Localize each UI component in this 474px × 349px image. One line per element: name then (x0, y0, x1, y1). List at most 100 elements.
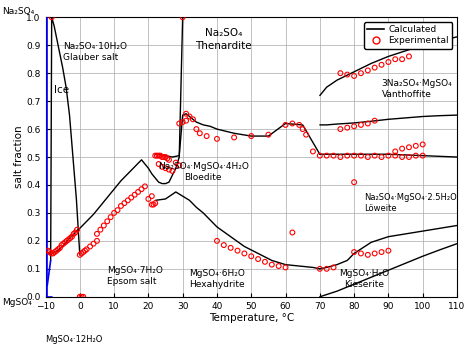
Point (392, 57, 399, 62)
Point (151, 153, 159, 158)
Point (371, 65, 378, 70)
Y-axis label: salt fraction: salt fraction (13, 126, 24, 188)
Point (58, 242, 65, 248)
Point (264, 132, 272, 138)
Point (309, 149, 317, 154)
Point (153, 153, 161, 158)
Point (186, 114, 193, 119)
Text: MgSO₄·12H₂O: MgSO₄·12H₂O (46, 334, 103, 343)
Point (337, 126, 344, 132)
Point (175, 121, 183, 126)
Text: 3Na₂SO₄·MgSO₄
Vanthoffite: 3Na₂SO₄·MgSO₄ Vanthoffite (382, 79, 452, 99)
Point (117, 203, 125, 209)
Point (49, 251, 57, 256)
Point (93, 238, 101, 244)
Point (169, 168, 176, 174)
Point (134, 189, 142, 195)
Point (151, 200, 159, 206)
Point (114, 207, 121, 213)
Point (350, 73, 358, 79)
Point (282, 122, 289, 128)
Point (344, 125, 351, 131)
Point (350, 124, 358, 129)
Point (255, 256, 262, 262)
Point (364, 121, 372, 126)
Point (128, 195, 135, 200)
Point (60, 241, 67, 246)
Point (247, 133, 255, 139)
Point (86, 244, 94, 249)
Point (80, 294, 87, 299)
Point (344, 72, 351, 77)
Point (162, 165, 169, 171)
Text: Na₂SO₄·MgSO₄·4H₂O
Bloedite: Na₂SO₄·MgSO₄·4H₂O Bloedite (158, 162, 249, 183)
Point (182, 111, 190, 117)
Point (378, 249, 385, 255)
Point (110, 210, 118, 216)
Point (299, 126, 307, 132)
Point (51, 249, 59, 255)
Point (196, 131, 204, 136)
Point (398, 146, 406, 151)
X-axis label: Temperature, °C: Temperature, °C (209, 313, 294, 324)
Point (323, 266, 330, 272)
Point (150, 202, 157, 207)
Point (405, 54, 413, 59)
Point (72, 230, 79, 235)
Point (357, 251, 365, 256)
Point (90, 241, 97, 246)
Point (182, 118, 190, 124)
Point (155, 153, 163, 158)
Point (97, 227, 104, 232)
Text: Na₂SO₄·10H₂O
Glauber salt: Na₂SO₄·10H₂O Glauber salt (63, 42, 127, 62)
Point (337, 154, 344, 160)
Point (189, 117, 197, 122)
Point (63, 238, 71, 244)
Point (384, 59, 392, 65)
Point (247, 253, 255, 259)
Point (344, 153, 351, 158)
Point (275, 263, 283, 269)
Text: MgSO₄·7H₂O
Epsom salt: MgSO₄·7H₂O Epsom salt (107, 266, 163, 287)
Point (203, 133, 210, 139)
Point (289, 121, 296, 126)
Point (412, 153, 419, 158)
Point (93, 231, 101, 237)
Point (55, 246, 62, 252)
Point (160, 154, 168, 160)
Text: Ice: Ice (54, 85, 69, 95)
Point (419, 142, 427, 147)
Point (227, 245, 235, 251)
Point (107, 214, 114, 220)
Point (302, 132, 310, 138)
Point (100, 223, 108, 228)
Point (392, 149, 399, 154)
Point (220, 242, 228, 248)
Point (155, 161, 163, 167)
Point (378, 154, 385, 160)
Point (76, 252, 83, 258)
Point (172, 160, 180, 165)
Point (120, 200, 128, 206)
Point (68, 234, 76, 239)
Point (350, 153, 358, 158)
Point (192, 126, 200, 132)
Point (213, 238, 221, 244)
Point (350, 179, 358, 185)
Point (70, 231, 77, 237)
Point (323, 153, 330, 158)
Point (357, 153, 365, 158)
Point (158, 164, 166, 170)
Text: MgSO₄·6H₂O
Hexahydrite: MgSO₄·6H₂O Hexahydrite (189, 269, 245, 289)
Point (124, 198, 132, 203)
Point (419, 153, 427, 158)
Point (350, 249, 358, 255)
Point (371, 153, 378, 158)
Point (179, 15, 186, 20)
Text: MgSO₄·H₂O
Kieserite: MgSO₄·H₂O Kieserite (339, 269, 390, 289)
Point (156, 153, 164, 158)
Point (44, 248, 52, 253)
Text: MgSO₄: MgSO₄ (2, 298, 32, 307)
Point (398, 154, 406, 160)
Point (175, 163, 183, 168)
